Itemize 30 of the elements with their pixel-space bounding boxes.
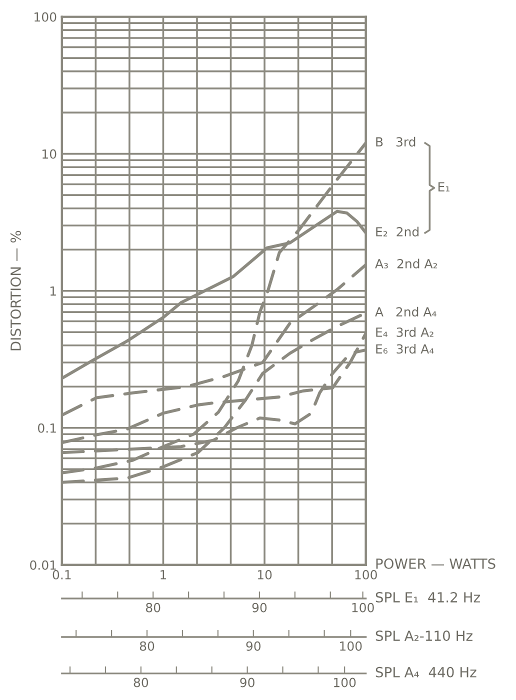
series-label: B 3rd (376, 136, 416, 147)
y-tick-label: 1 (50, 286, 56, 296)
y-axis-title: DISTORTION — % (10, 230, 21, 350)
y-tick-label: 0.01 (30, 560, 56, 570)
text: SPL E₁ 41.2 Hz (376, 592, 480, 603)
text: 80 (146, 602, 160, 612)
x-tick-label: 10 (258, 570, 272, 580)
text: SPL A₄ 440 Hz (376, 666, 476, 678)
y-tick-label: 0.1 (38, 423, 56, 433)
text: 90 (252, 602, 267, 612)
series-label: A 2nd A₄ (375, 306, 436, 317)
series-label: E₆ 3rd A₄ (376, 344, 434, 354)
text: 100 (334, 678, 356, 688)
text: SPL A₂-110 Hz (376, 630, 472, 642)
x-tick-label: 0.1 (52, 570, 71, 580)
text: 80 (134, 678, 148, 688)
series-label: E₄ 3rd A₂ (376, 327, 434, 337)
x-tick-label: 100 (355, 570, 377, 580)
text: 100 (340, 641, 362, 651)
x-tick-label: 1 (160, 570, 166, 580)
text: E₁ (438, 182, 450, 192)
y-tick-label: 100 (34, 12, 56, 22)
series-label: A₃ 2nd A₂ (375, 258, 438, 268)
text: 80 (140, 641, 154, 651)
x-axis-title: POWER — WATTS (376, 558, 496, 569)
y-tick-label: 10 (42, 149, 56, 159)
series-label: E₂ 2nd (376, 226, 418, 236)
text: 100 (352, 602, 374, 612)
text: 90 (246, 641, 261, 651)
text: 90 (240, 678, 254, 688)
